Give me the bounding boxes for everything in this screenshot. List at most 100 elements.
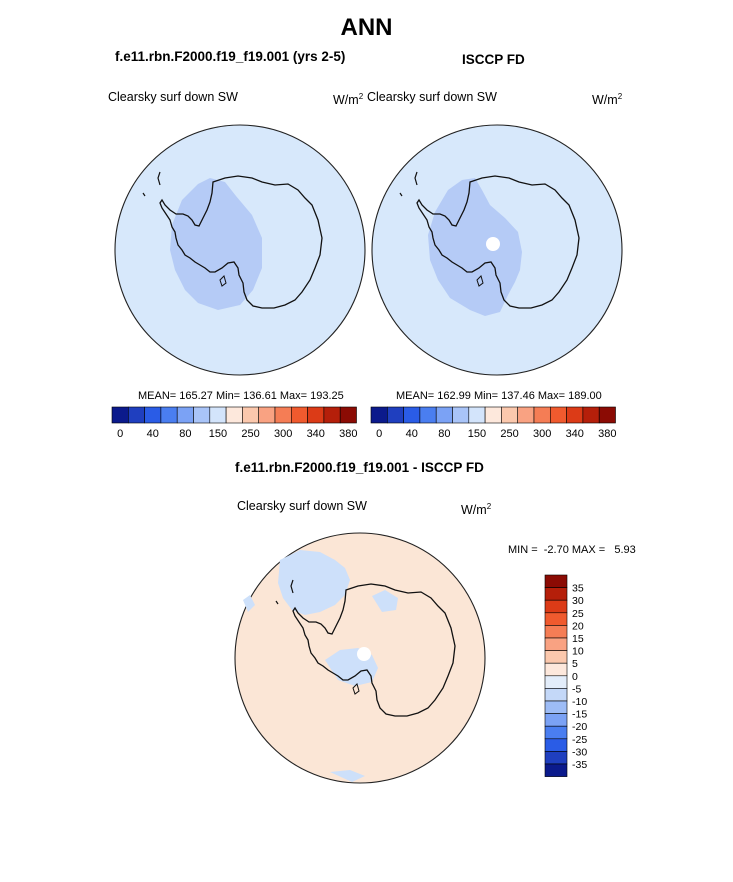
difference-colorbar-tick-label: -20 [572, 721, 587, 733]
top-right-colorbar: 0 40 80 150 250 300 340 380 [370, 406, 617, 440]
difference-min-max: MIN = -2.70 MAX = 5.93 [508, 544, 636, 556]
top-right-colorbar-swatch [484, 406, 502, 424]
difference-colorbar-swatch [544, 650, 568, 664]
top-left-colorbar-swatch [258, 406, 276, 424]
top-right-colorbar-tick-label: 80 [438, 428, 450, 440]
top-left-variable-label: Clearsky surf down SW [108, 90, 238, 104]
main-title: ANN [340, 14, 393, 41]
top-left-colorbar-swatch [242, 406, 259, 424]
top-left-colorbar-swatch [209, 406, 227, 424]
top-right-colorbar-swatch [435, 406, 453, 424]
top-right-map [371, 124, 623, 376]
difference-colorbar-tick-label: -10 [572, 696, 587, 708]
top-left-island [219, 275, 227, 287]
top-right-colorbar-swatch [582, 406, 600, 424]
difference-colorbar-swatch [544, 637, 568, 651]
top-right-contour-region [428, 178, 522, 316]
top-right-colorbar-swatch [452, 406, 470, 424]
difference-colorbar-tick-label: 35 [572, 583, 584, 595]
difference-colorbar-swatch [544, 625, 568, 639]
difference-colorbar-tick-label: -25 [572, 734, 587, 746]
top-right-colorbar-tick-label: 150 [468, 428, 486, 440]
difference-panel-title: f.e11.rbn.F2000.f19_f19.001 - ISCCP FD [235, 460, 484, 475]
difference-colorbar-tick-label: 15 [572, 633, 584, 645]
top-left-colorbar-swatch [160, 406, 178, 424]
top-right-variable-label: Clearsky surf down SW [367, 90, 497, 104]
top-right-colorbar-swatch [501, 406, 518, 424]
difference-colorbar-swatch [544, 662, 568, 677]
diff-negative-region-south [330, 770, 365, 782]
top-left-colorbar-tick-label: 80 [179, 428, 191, 440]
top-left-colorbar-swatch [128, 406, 145, 424]
diff-negative-region-north [278, 550, 350, 615]
difference-colorbar-tick-label: -30 [572, 746, 587, 758]
top-left-colorbar-swatch [274, 406, 292, 424]
difference-colorbar-tick-label: -5 [572, 683, 581, 695]
top-right-colorbar-swatch [419, 406, 437, 424]
difference-units: W/m2 [461, 502, 492, 518]
top-left-colorbar-swatch [339, 406, 357, 424]
top-left-map [114, 124, 366, 376]
top-right-colorbar-swatch [386, 406, 404, 424]
difference-colorbar-swatch [544, 574, 568, 588]
top-right-colorbar-swatch [517, 406, 535, 424]
difference-colorbar-tick-label: -35 [572, 759, 587, 771]
difference-colorbar-swatch [544, 738, 568, 752]
difference-colorbar-tick-label: 30 [572, 595, 584, 607]
top-left-panel-title: f.e11.rbn.F2000.f19_f19.001 (yrs 2-5) [115, 49, 346, 64]
top-right-colorbar-swatch [533, 406, 551, 424]
difference-colorbar-swatch [544, 700, 568, 714]
top-left-colorbar: 0 40 80 150 250 300 340 380 [111, 406, 358, 440]
difference-colorbar-swatch [544, 751, 568, 765]
top-right-colorbar-tick-label: 380 [598, 428, 616, 440]
top-left-colorbar-swatch [290, 406, 308, 424]
top-right-colorbar-tick-label: 340 [566, 428, 584, 440]
diff-negative-region-east [372, 590, 398, 612]
difference-colorbar-swatch [544, 763, 568, 777]
top-right-colorbar-tick-label: 40 [406, 428, 418, 440]
difference-colorbar-swatch [544, 587, 568, 601]
difference-missing-data-spot [357, 647, 371, 661]
top-right-colorbar-swatch [403, 406, 421, 424]
difference-colorbar-swatch [544, 713, 568, 727]
difference-map [234, 532, 486, 784]
top-left-contour-region [170, 178, 262, 310]
top-left-colorbar-swatch [307, 406, 325, 424]
top-right-colorbar-tick-label: 300 [533, 428, 551, 440]
difference-colorbar-tick-label: 5 [572, 658, 578, 670]
difference-colorbar-tick-label: -15 [572, 709, 587, 721]
top-left-colorbar-swatch [144, 406, 162, 424]
top-left-peninsula-tip [157, 171, 161, 186]
top-left-units: W/m2 [333, 92, 364, 108]
difference-colorbar-swatch [544, 675, 568, 689]
difference-colorbar-swatch [544, 688, 568, 702]
top-right-missing-data-spot [486, 237, 500, 251]
top-left-colorbar-swatch [111, 406, 129, 424]
top-right-stats: MEAN= 162.99 Min= 137.46 Max= 189.00 [396, 390, 602, 402]
top-left-colorbar-tick-label: 380 [339, 428, 357, 440]
top-left-antarctica-coastline [159, 175, 323, 309]
difference-colorbar-swatch [544, 599, 568, 614]
top-left-colorbar-swatch [176, 406, 194, 424]
top-right-panel-title: ISCCP FD [462, 52, 525, 67]
top-right-units: W/m2 [592, 92, 623, 108]
difference-colorbar-swatch [544, 612, 568, 626]
top-left-colorbar-swatch [225, 406, 243, 424]
top-right-antarctica-coastline [416, 175, 580, 309]
top-left-colorbar-tick-label: 40 [147, 428, 159, 440]
top-left-colorbar-tick-label: 0 [117, 428, 123, 440]
top-left-colorbar-tick-label: 340 [307, 428, 325, 440]
diff-negative-region-west [243, 595, 255, 612]
top-left-colorbar-tick-label: 250 [241, 428, 259, 440]
top-right-colorbar-swatch [370, 406, 388, 424]
difference-colorbar-tick-label: 20 [572, 620, 584, 632]
top-right-colorbar-swatch [549, 406, 567, 424]
difference-colorbar-tick-label: 10 [572, 646, 584, 658]
difference-antarctica-coastline [292, 583, 456, 717]
difference-colorbar-tick-label: 0 [572, 671, 578, 683]
top-right-colorbar-swatch [468, 406, 486, 424]
top-right-colorbar-swatch [566, 406, 584, 424]
difference-colorbar-swatch [544, 725, 568, 740]
